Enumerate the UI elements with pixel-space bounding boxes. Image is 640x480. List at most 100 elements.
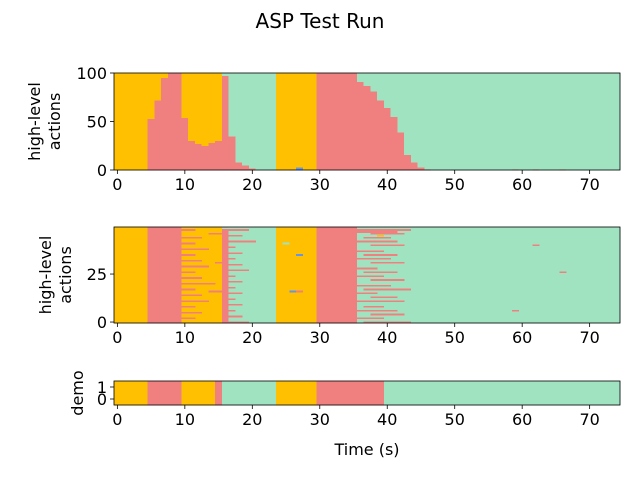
heatmap-cell-red [147, 252, 162, 254]
heatmap-cell-red [228, 275, 236, 277]
heatmap-cell-red [356, 284, 391, 287]
axes-frame [113, 380, 621, 406]
demo-block-red [215, 381, 223, 406]
heatmap-cell-red [147, 231, 162, 233]
area-band-green [370, 73, 378, 92]
heatmap-block-red [316, 227, 358, 324]
heatmap-cell-red [147, 244, 162, 247]
y-tick-label: 0 [97, 313, 107, 332]
heatmap-cell-red [356, 229, 412, 231]
area-band-red [181, 117, 189, 171]
heatmap-cell-red [181, 317, 196, 320]
area-band-green [532, 73, 540, 170]
area-band-yellow [201, 73, 209, 147]
heatmap-cell-red [228, 281, 243, 283]
x-axis-label: Time (s) [333, 440, 399, 459]
x-tick-label: 40 [377, 175, 397, 194]
heatmap-cell-red [181, 242, 196, 245]
y-axis-label: high-level [25, 82, 44, 161]
area-band-red [161, 77, 169, 171]
heatmap-cell-red [147, 281, 155, 283]
area-band-red [194, 143, 203, 171]
heatmap-cell-red [370, 244, 405, 247]
x-tick-label: 60 [512, 175, 532, 194]
y-axis-label: actions [56, 246, 75, 304]
heatmap-block-yellow [114, 227, 149, 324]
heatmap-cell-red [147, 269, 155, 272]
demo-block-yellow [275, 381, 317, 406]
heatmap-cell-red [363, 288, 412, 291]
heatmap-cell-red [147, 319, 162, 322]
heatmap-cell-red [228, 309, 236, 312]
area-band-green [539, 73, 560, 171]
heatmap-cell-red [147, 286, 162, 289]
y-tick-label: 1 [97, 378, 107, 397]
panel-1: 0 10 20 30 40 50 60 70 0 50 100 high-level actions [25, 64, 621, 194]
heatmap-cell-red [181, 254, 196, 256]
y-axis-label: demo [68, 370, 87, 415]
area-band-green [559, 73, 567, 170]
heatmap-cell-red [147, 309, 162, 312]
heatmap-cell-red [356, 317, 385, 320]
heatmap-cell-red [181, 229, 196, 231]
heatmap-cell-red [181, 277, 203, 279]
x-tick-label: 30 [310, 175, 330, 194]
heatmap-cell-red [228, 321, 250, 324]
heatmap-cell-red [356, 275, 385, 277]
heatmap-cell-red [181, 294, 203, 297]
heatmap-cell-red [147, 275, 162, 277]
heatmap-cell-red [356, 267, 378, 270]
heatmap-cell-red [228, 315, 243, 318]
heatmap-cell-red [147, 292, 155, 295]
area-band-red [208, 142, 216, 171]
x-tick-label: 40 [377, 328, 397, 347]
heatmap-cell-red [147, 240, 155, 243]
heatmap-cell-red [356, 300, 405, 302]
area-band-green [512, 73, 520, 170]
x-tick-label: 20 [242, 175, 262, 194]
heatmap-cell-red [147, 227, 155, 229]
area-band-green [390, 73, 398, 117]
area-band-green [221, 73, 229, 77]
heatmap-cell-red [532, 244, 540, 247]
y-tick-label: 50 [87, 113, 107, 132]
heatmap-cell-red [181, 300, 209, 302]
x-tick-label: 0 [112, 410, 122, 429]
demo-block-green [383, 381, 621, 406]
area-band-yellow [215, 73, 223, 142]
heatmap-cell-red [181, 311, 203, 314]
area-band-red [383, 107, 391, 171]
heatmap-cell-green [221, 227, 229, 229]
panel-3: 0 10 20 30 40 50 60 70 01 demo Time (s) [68, 370, 621, 459]
heatmap-cell-red [296, 290, 304, 293]
heatmap-cell-red [370, 261, 405, 264]
heatmap-cell-red [147, 304, 155, 306]
panel-2-marks [114, 227, 621, 324]
area-band-red [228, 136, 236, 171]
area-band-red [316, 73, 358, 171]
heatmap-cell-red [181, 236, 203, 239]
heatmap-cell-red [147, 236, 162, 239]
heatmap-block-green [228, 227, 277, 324]
heatmap-cell-red [208, 290, 223, 293]
area-band-green [404, 73, 412, 155]
heatmap-cell-red [228, 229, 250, 231]
panel-3-marks [114, 381, 621, 406]
heatmap-cell-red [356, 292, 378, 295]
heatmap-cell-yellow [377, 234, 385, 237]
area-band-green [255, 73, 277, 171]
heatmap-cell-red [356, 309, 398, 312]
y-axis-label: high-level [36, 236, 55, 315]
area-band-green [363, 73, 371, 86]
area-band-yellow [161, 73, 169, 79]
heatmap-cell-red [147, 234, 155, 237]
area-band-yellow [296, 73, 304, 168]
heatmap-block-yellow [181, 227, 223, 324]
x-tick-label: 70 [579, 175, 599, 194]
area-band-yellow [114, 73, 149, 171]
heatmap-cell-red [147, 248, 155, 251]
panel-1-marks [114, 73, 621, 171]
x-tick-label: 20 [242, 328, 262, 347]
area-band-red [215, 140, 223, 171]
y-tick-label: 0 [97, 161, 107, 180]
